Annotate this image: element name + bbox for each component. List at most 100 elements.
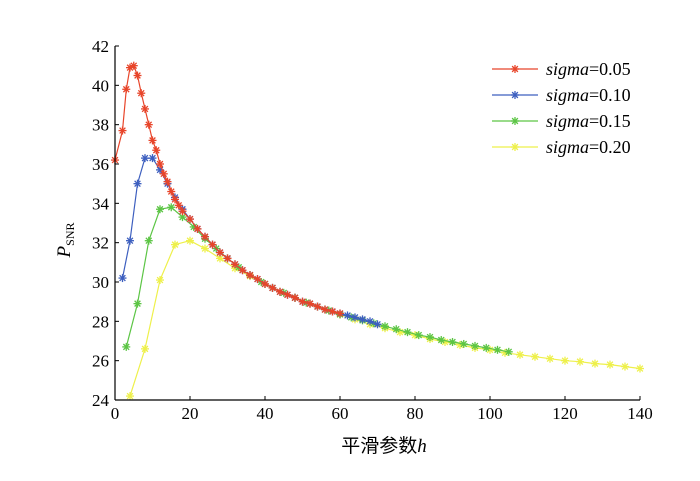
legend-item: sigma=0.20 bbox=[492, 137, 631, 157]
data-point bbox=[493, 345, 502, 354]
data-point bbox=[126, 392, 134, 401]
data-point bbox=[448, 337, 457, 346]
series-line bbox=[125, 206, 509, 353]
data-point bbox=[321, 305, 329, 314]
data-point bbox=[122, 85, 131, 94]
data-point bbox=[358, 315, 367, 324]
legend-label-value: =0.05 bbox=[589, 59, 631, 79]
data-point bbox=[426, 333, 434, 342]
data-point bbox=[504, 347, 513, 356]
legend-label-value: =0.15 bbox=[589, 111, 631, 131]
legend-swatch-marker bbox=[511, 143, 519, 151]
data-point bbox=[144, 236, 153, 245]
data-point bbox=[186, 236, 194, 245]
data-point bbox=[253, 275, 262, 284]
x-axis-title-prefix: 平滑参数 bbox=[341, 435, 417, 457]
data-point bbox=[174, 201, 183, 210]
legend-label-value: =0.10 bbox=[589, 85, 631, 105]
x-tick-label: 100 bbox=[477, 404, 503, 423]
data-point bbox=[156, 160, 164, 168]
data-point bbox=[148, 136, 157, 145]
data-point bbox=[306, 299, 314, 308]
legend-label-var: sigma bbox=[546, 137, 589, 157]
axes bbox=[114, 46, 640, 401]
data-point bbox=[171, 240, 179, 249]
data-point bbox=[137, 89, 146, 98]
y-axis-title: PSNR bbox=[54, 223, 77, 259]
x-tick-label: 0 bbox=[111, 404, 120, 423]
data-point bbox=[133, 179, 142, 188]
data-point bbox=[122, 342, 131, 351]
x-axis-title-var: h bbox=[417, 436, 427, 457]
y-tick-label: 38 bbox=[92, 116, 109, 135]
legend-swatch-marker bbox=[511, 91, 519, 99]
data-point bbox=[246, 271, 254, 280]
data-point bbox=[482, 343, 491, 352]
y-tick-label: 26 bbox=[92, 352, 109, 371]
data-point bbox=[403, 328, 412, 337]
data-point bbox=[201, 232, 209, 241]
data-point bbox=[516, 350, 524, 359]
data-point bbox=[268, 283, 277, 292]
data-point bbox=[141, 104, 149, 113]
data-point bbox=[261, 279, 269, 288]
legend-swatch-marker bbox=[511, 117, 519, 125]
legend-label-var: sigma bbox=[546, 85, 589, 105]
data-point bbox=[298, 297, 307, 306]
data-point bbox=[366, 317, 374, 326]
y-axis-title-main: P bbox=[54, 245, 75, 258]
legend-item: sigma=0.10 bbox=[492, 85, 631, 105]
y-tick-label: 36 bbox=[92, 155, 109, 174]
legend-swatch-marker bbox=[511, 65, 519, 73]
data-point bbox=[328, 307, 337, 316]
legend-label: sigma=0.05 bbox=[546, 59, 631, 79]
legend-label-var: sigma bbox=[546, 111, 589, 131]
legend-item: sigma=0.15 bbox=[492, 111, 631, 131]
series-1 bbox=[118, 154, 382, 329]
data-point bbox=[471, 341, 479, 350]
data-point bbox=[152, 146, 161, 155]
data-point bbox=[283, 290, 292, 299]
data-point bbox=[343, 311, 352, 320]
data-point bbox=[414, 331, 423, 340]
data-point bbox=[231, 260, 239, 269]
data-point bbox=[193, 224, 202, 233]
data-point bbox=[178, 207, 187, 216]
data-point bbox=[201, 244, 209, 253]
y-axis-title-sub: SNR bbox=[63, 223, 77, 246]
x-tick-label: 40 bbox=[257, 404, 274, 423]
data-point bbox=[171, 195, 179, 204]
data-point bbox=[156, 205, 164, 214]
data-point bbox=[141, 154, 149, 163]
series-3 bbox=[126, 236, 644, 401]
x-tick-label: 120 bbox=[552, 404, 578, 423]
data-point bbox=[459, 339, 468, 348]
data-point bbox=[133, 299, 142, 308]
data-point bbox=[373, 320, 382, 329]
legend-label: sigma=0.10 bbox=[546, 85, 631, 105]
y-tick-label: 42 bbox=[92, 37, 109, 56]
data-point bbox=[291, 293, 299, 302]
data-point bbox=[144, 120, 153, 129]
x-ticks: 0 20 40 60 80 100 120 140 bbox=[111, 396, 653, 423]
data-point bbox=[186, 215, 194, 224]
legend-label: sigma=0.20 bbox=[546, 137, 631, 157]
data-point bbox=[606, 360, 614, 369]
y-tick-label: 30 bbox=[92, 273, 109, 292]
y-tick-label: 24 bbox=[92, 391, 110, 410]
data-point bbox=[621, 362, 629, 371]
data-point bbox=[167, 187, 176, 196]
x-tick-label: 140 bbox=[627, 404, 653, 423]
data-point bbox=[141, 344, 149, 353]
series-line bbox=[121, 157, 378, 325]
plot-series bbox=[111, 61, 644, 401]
data-point bbox=[313, 302, 322, 311]
y-tick-label: 34 bbox=[92, 194, 110, 213]
data-point bbox=[216, 248, 224, 257]
data-point bbox=[159, 169, 168, 178]
y-tick-label: 32 bbox=[92, 234, 109, 253]
data-point bbox=[129, 61, 138, 70]
data-point bbox=[133, 71, 142, 80]
